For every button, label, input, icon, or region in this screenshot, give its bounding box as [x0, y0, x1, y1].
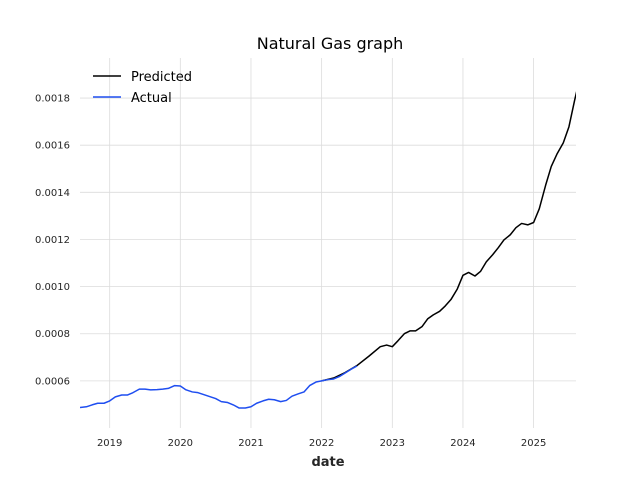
- y-tick-label: 0.0006: [35, 376, 70, 387]
- y-tick-label: 0.0008: [35, 329, 70, 340]
- x-tick-label: 2025: [521, 438, 546, 449]
- grid: [80, 58, 576, 428]
- x-axis-label: date: [311, 455, 344, 470]
- y-tick-label: 0.0018: [35, 94, 70, 105]
- x-tick-label: 2020: [168, 438, 193, 449]
- y-tick-label: 0.0016: [35, 141, 70, 152]
- legend: Predicted Actual: [93, 70, 192, 106]
- chart-title: Natural Gas graph: [257, 34, 404, 53]
- series-line-actual: [80, 365, 358, 409]
- series-line-predicted: [321, 91, 576, 382]
- x-tick-label: 2022: [309, 438, 334, 449]
- y-tick-label: 0.0014: [35, 188, 70, 199]
- series-layer: [80, 91, 576, 409]
- tick-labels: 2019 2020 2021 2022 2023 2024 2025 0.0006 0.0008…: [35, 94, 546, 449]
- x-tick-label: 2021: [238, 438, 263, 449]
- x-tick-label: 2019: [97, 438, 122, 449]
- x-tick-label: 2023: [380, 438, 405, 449]
- y-tick-label: 0.0012: [35, 235, 70, 246]
- legend-label-predicted: Predicted: [131, 70, 192, 85]
- x-tick-label: 2024: [450, 438, 475, 449]
- y-tick-label: 0.0010: [35, 282, 70, 293]
- legend-label-actual: Actual: [131, 91, 172, 106]
